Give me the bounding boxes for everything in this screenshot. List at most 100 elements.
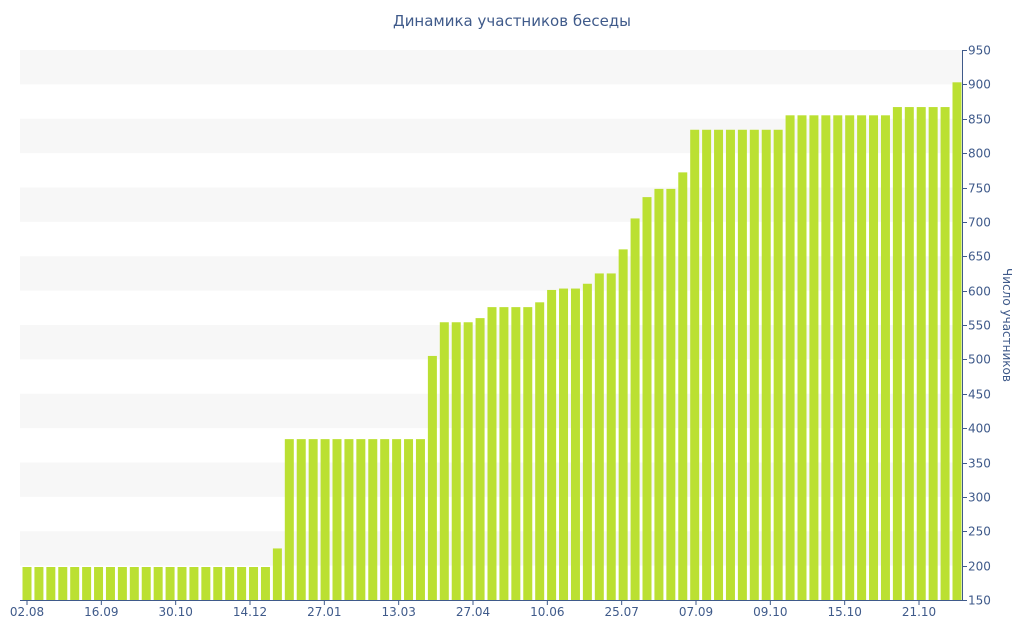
y-tick-label: 450 [968, 388, 991, 402]
y-tick-label: 950 [968, 44, 991, 58]
bar [916, 107, 926, 600]
bar [511, 307, 521, 600]
bar [356, 439, 366, 600]
bar [415, 439, 425, 600]
grid-band [20, 187, 962, 222]
bar [749, 129, 759, 600]
y-tick-label: 150 [968, 594, 991, 608]
y-tick-label: 850 [968, 113, 991, 127]
x-tick-label: 09.10 [753, 605, 787, 619]
y-tick-label: 900 [968, 78, 991, 92]
bar [666, 188, 676, 600]
y-tick-label: 700 [968, 216, 991, 230]
bar [499, 307, 509, 600]
x-tick-label: 27.01 [307, 605, 341, 619]
bars [22, 82, 962, 600]
y-tick-label: 750 [968, 182, 991, 196]
y-tick-label: 300 [968, 491, 991, 505]
x-tick-label: 13.03 [381, 605, 415, 619]
bar [308, 439, 318, 600]
bar [117, 567, 127, 600]
bar [678, 172, 688, 600]
bar [773, 129, 783, 600]
bar [284, 439, 294, 600]
bar [833, 115, 843, 600]
bar [82, 567, 92, 600]
x-tick-label: 27.04 [456, 605, 490, 619]
bar [34, 567, 44, 600]
bar [213, 567, 223, 600]
grid-band [20, 50, 962, 85]
bar [272, 548, 282, 600]
bar [940, 107, 950, 600]
x-tick-label: 15.10 [827, 605, 861, 619]
bar [70, 567, 80, 600]
bar [785, 115, 795, 600]
bar [582, 283, 592, 600]
bar [487, 307, 497, 600]
y-tick-label: 650 [968, 250, 991, 264]
chart-title: Динамика участников беседы [392, 12, 632, 30]
bar [201, 567, 211, 600]
bar [22, 567, 32, 600]
bar [737, 129, 747, 600]
bar [344, 439, 354, 600]
y-tick-label: 550 [968, 319, 991, 333]
bar [880, 115, 890, 600]
grid-band [20, 256, 962, 291]
bar [165, 567, 175, 600]
x-tick-label: 25.07 [604, 605, 638, 619]
bar [392, 439, 402, 600]
bar [129, 567, 139, 600]
y-tick-label: 400 [968, 422, 991, 436]
bar [320, 439, 330, 600]
bar [928, 107, 938, 600]
y-tick-label: 350 [968, 457, 991, 471]
x-axis: 02.08 16.09 30.10 14.12 27.01 13.03 27.04 10.06… [10, 600, 963, 619]
bar [439, 322, 449, 600]
bar [189, 567, 199, 600]
y-tick-label: 800 [968, 147, 991, 161]
bar [427, 355, 437, 600]
bar [570, 288, 580, 600]
y-tick-label: 600 [968, 285, 991, 299]
x-tick-label: 30.10 [158, 605, 192, 619]
bar [368, 439, 378, 600]
bar [463, 322, 473, 600]
bar [237, 567, 247, 600]
bar [857, 115, 867, 600]
bar [249, 567, 259, 600]
bar [380, 439, 390, 600]
bar [952, 82, 962, 600]
y-axis-title: Число участников [1000, 268, 1014, 382]
bar [296, 439, 306, 600]
x-tick-label: 16.09 [84, 605, 118, 619]
bar [94, 567, 104, 600]
y-tick-label: 200 [968, 560, 991, 574]
bar [535, 302, 545, 600]
bar [547, 289, 557, 600]
bar [260, 567, 270, 600]
x-tick-label: 02.08 [10, 605, 44, 619]
bar [153, 567, 163, 600]
bar [690, 129, 700, 600]
bar [332, 439, 342, 600]
bar [46, 567, 56, 600]
grid-band [20, 118, 962, 154]
bar [451, 322, 461, 600]
y-axis: 150 200 250 300 350 400 450 500 550 600 650 700 750 8… [962, 44, 991, 608]
bar [761, 129, 771, 600]
bar [809, 115, 819, 600]
bar [559, 288, 569, 600]
bar [475, 318, 485, 600]
bar [845, 115, 855, 600]
bar [618, 249, 628, 600]
y-tick-label: 500 [968, 353, 991, 367]
bar [606, 273, 616, 600]
bar [892, 107, 902, 600]
bar [797, 115, 807, 600]
bar [177, 567, 187, 600]
y-tick-label: 250 [968, 525, 991, 539]
